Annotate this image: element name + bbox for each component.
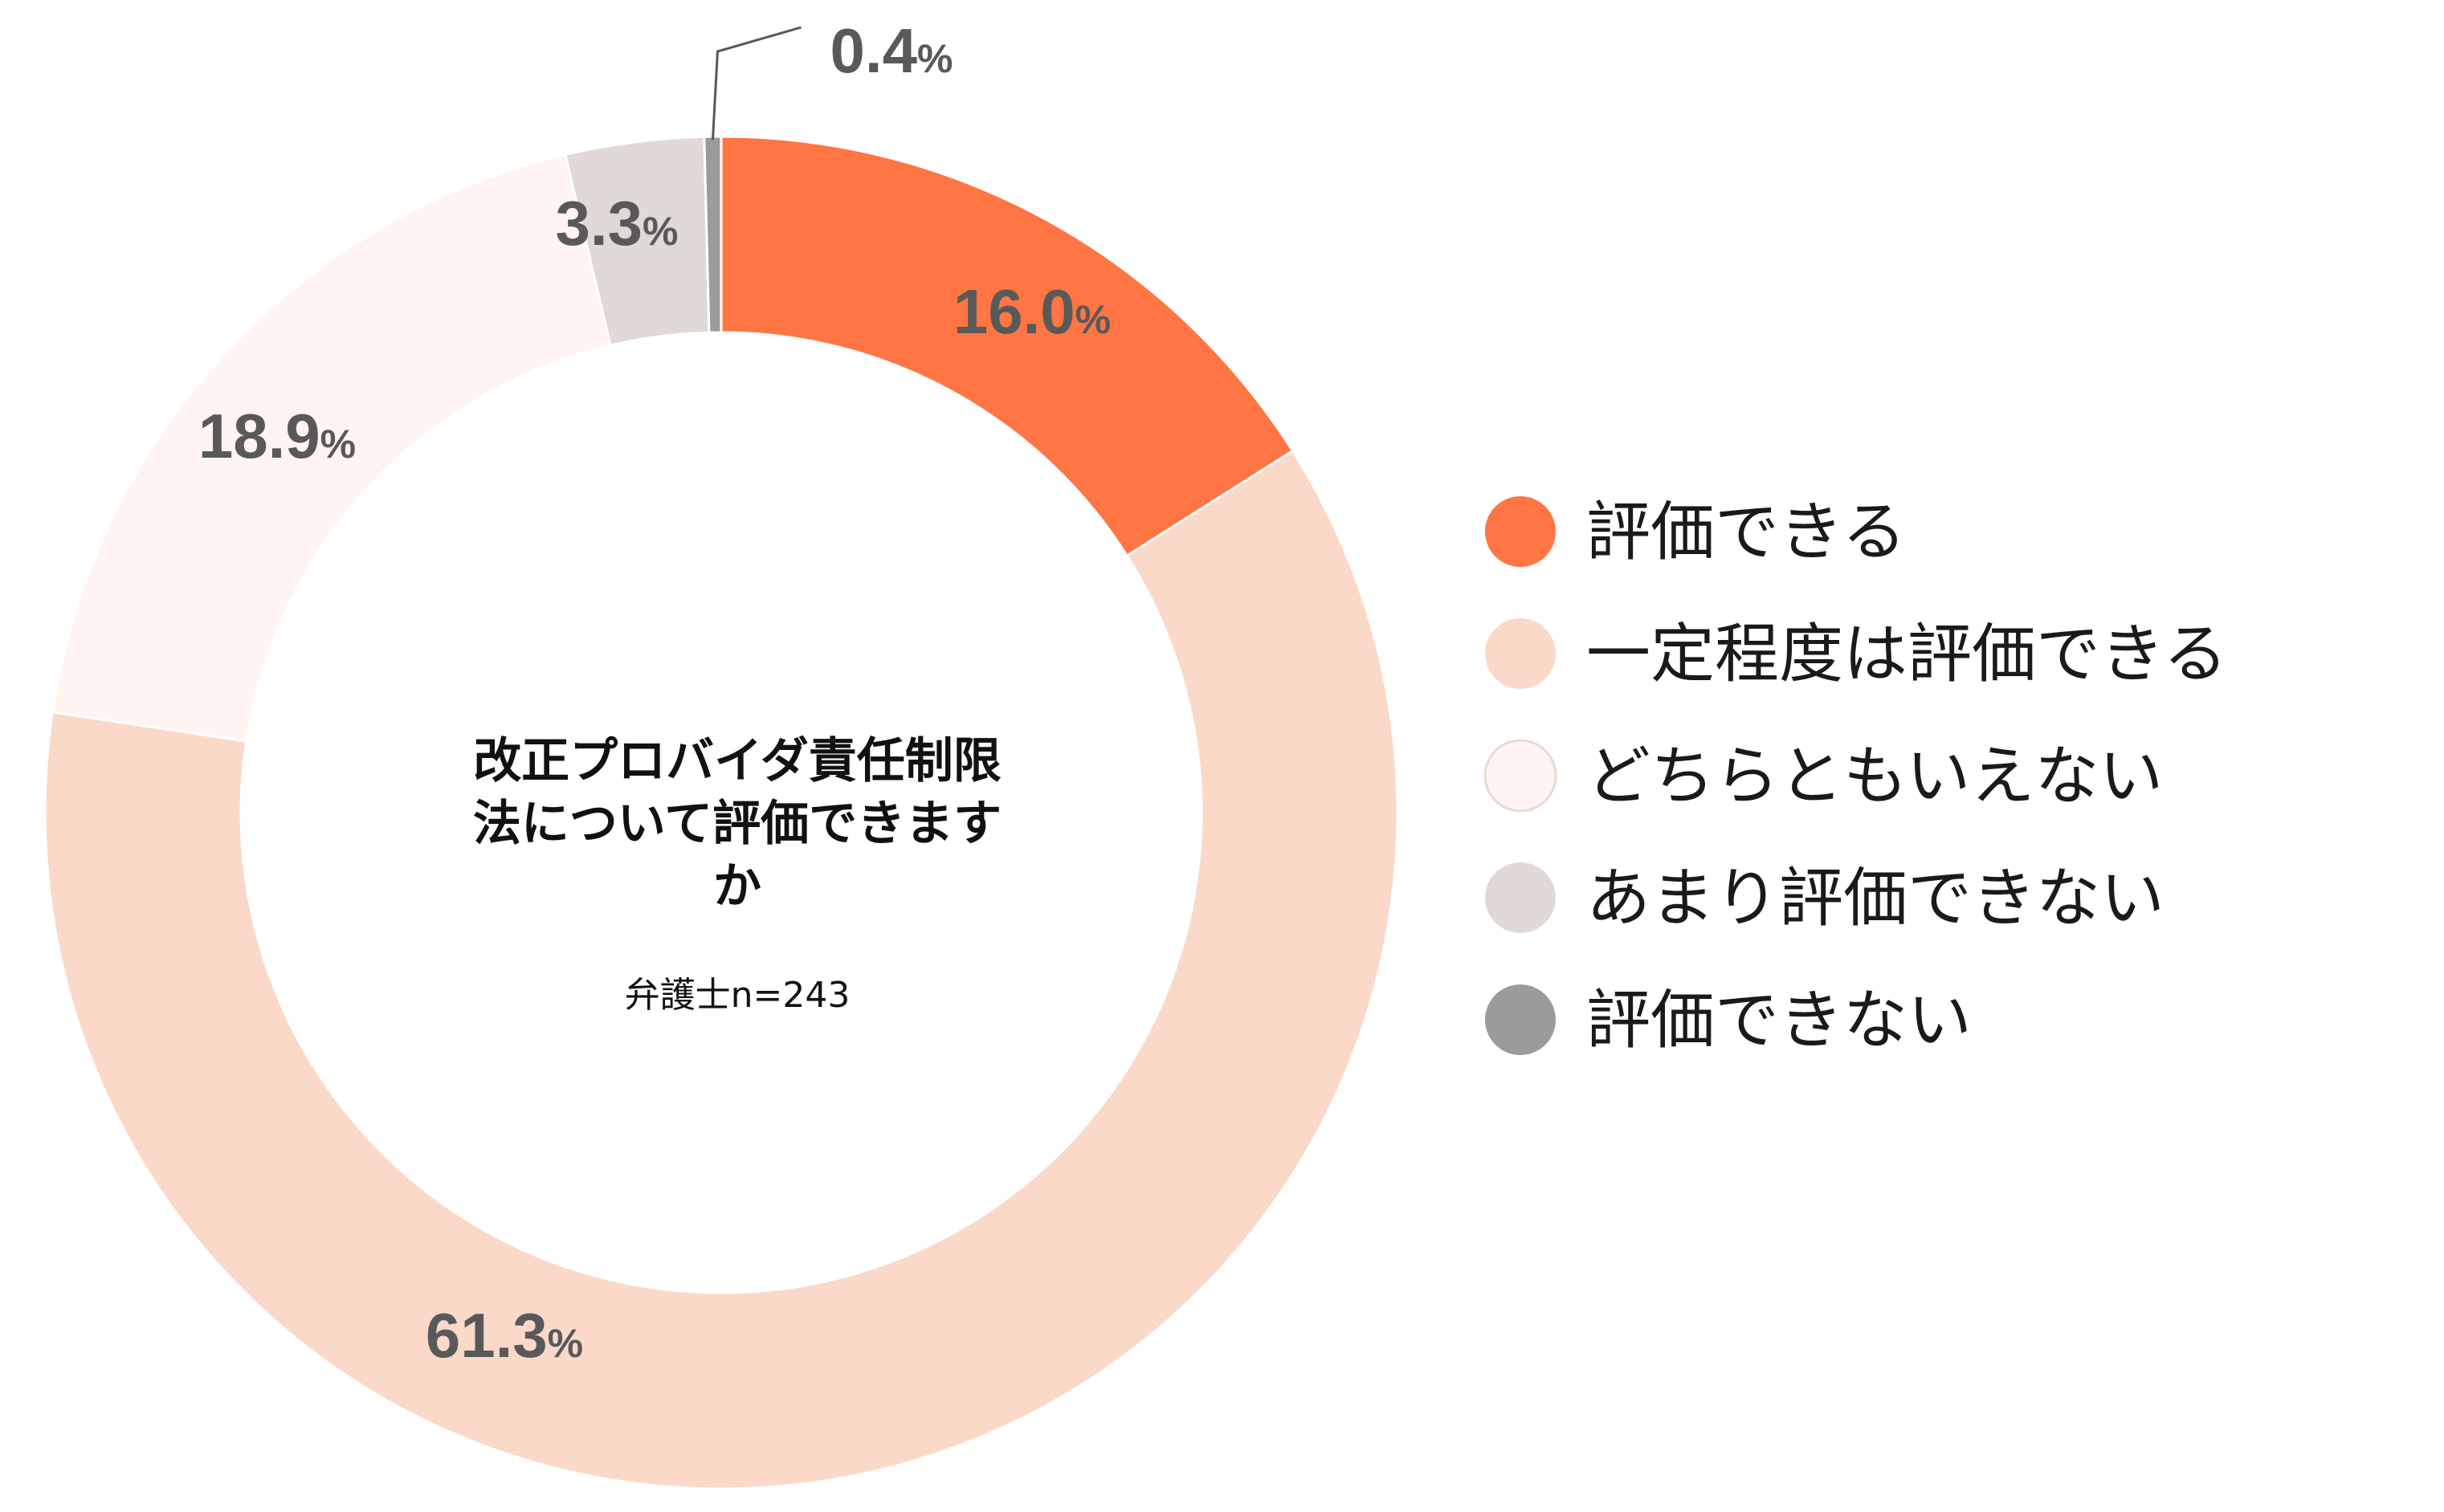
legend-label-あまり評価できない: あまり評価できない: [1586, 861, 2165, 935]
center-subtitle: 弁護士n=243: [625, 975, 851, 1016]
center-title-line-1: 改正プロバイダ責任制限: [473, 733, 1002, 789]
slice-評価できる: [720, 135, 1295, 558]
value-label-一定程度は評価できる: 61.3%: [426, 1300, 583, 1371]
leader-line-評価できない: [711, 26, 802, 141]
legend-label-一定程度は評価できる: 一定程度は評価できる: [1586, 617, 2227, 691]
value-labels: 16.0% 61.3% 18.9% 3.3% 0.4%: [198, 15, 1111, 1371]
donut-slices: [43, 135, 1399, 1490]
legend-swatch-評価できる: [1485, 496, 1556, 567]
slice-一定程度は評価できる: [43, 449, 1399, 1490]
center-title-line-2: 法について評価できます: [473, 796, 1002, 852]
value-label-評価できない: 0.4%: [830, 15, 953, 86]
legend-swatch-一定程度は評価できる: [1485, 618, 1556, 689]
slice-どちらともいえない: [51, 153, 612, 743]
legend-swatch-どちらともいえない: [1483, 739, 1557, 813]
legend-swatch-あまり評価できない: [1485, 862, 1556, 933]
center-title-line-3: か: [713, 858, 761, 915]
slice-評価できない: [703, 135, 723, 334]
legend-swatch-評価できない: [1485, 984, 1556, 1055]
leader-lines: [711, 26, 802, 141]
value-label-評価できる: 16.0%: [953, 276, 1111, 347]
value-label-あまり評価できない: 3.3%: [556, 188, 679, 259]
center-label: 改正プロバイダ責任制限 法について評価できます か 弁護士n=243: [473, 733, 1002, 1016]
legend-label-評価できない: 評価できない: [1586, 983, 1972, 1058]
legend-label-どちらともいえない: どちらともいえない: [1586, 739, 2163, 813]
legend-label-評価できる: 評価できる: [1586, 495, 1906, 569]
value-label-どちらともいえない: 18.9%: [198, 401, 356, 471]
